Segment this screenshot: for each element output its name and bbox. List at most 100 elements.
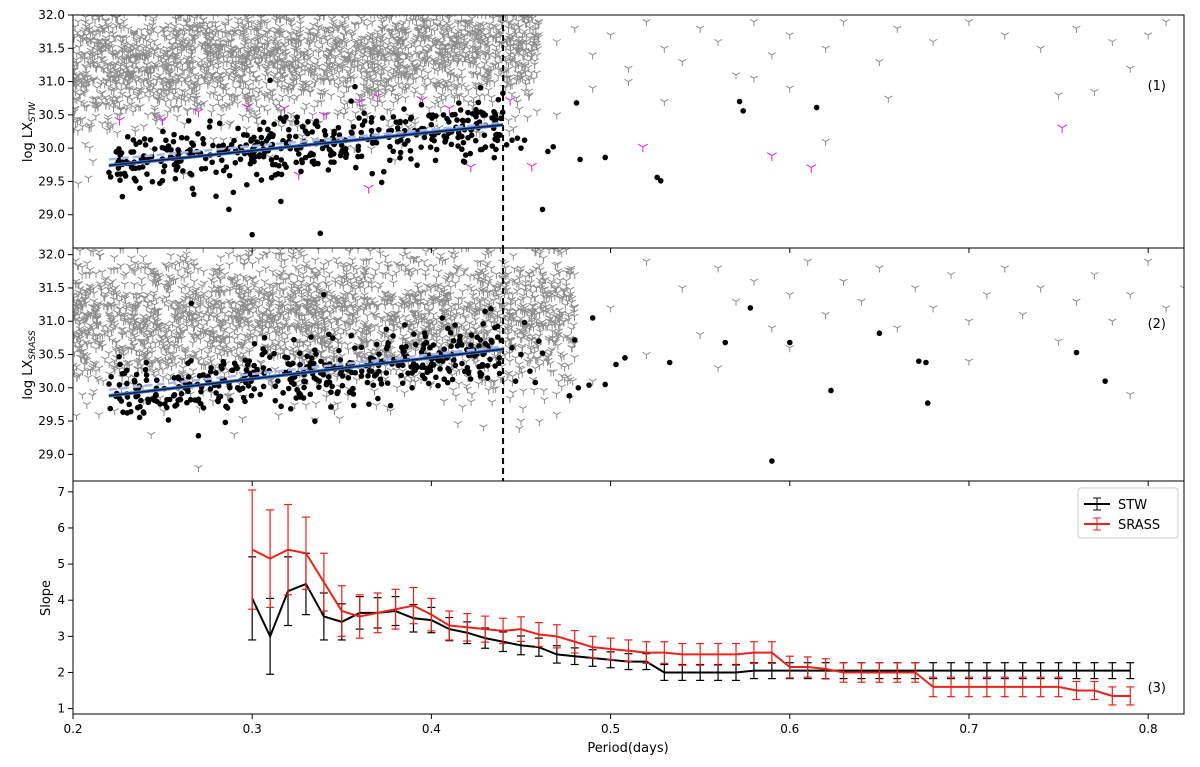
upper-limit-point <box>389 100 398 108</box>
upper-limit-point <box>490 79 499 87</box>
upper-limit-point <box>335 75 344 83</box>
upper-limit-point <box>258 298 267 306</box>
upper-limit-point <box>393 0 401 1</box>
upper-limit-point <box>481 15 483 19</box>
upper-limit-point <box>384 36 394 44</box>
detection-point <box>231 137 237 144</box>
upper-limit-point <box>246 109 256 118</box>
upper-limit-point <box>199 100 209 108</box>
upper-limit-point <box>505 51 515 60</box>
upper-limit-point <box>713 38 723 47</box>
upper-limit-point <box>514 35 523 43</box>
upper-limit-point <box>91 270 101 279</box>
upper-limit-point <box>567 326 576 334</box>
upper-limit-point <box>439 27 448 36</box>
upper-limit-point <box>313 17 322 25</box>
upper-limit-point <box>376 15 378 17</box>
upper-limit-point <box>393 96 402 105</box>
upper-limit-point <box>390 176 398 183</box>
upper-limit-point <box>518 31 527 39</box>
upper-limit-point <box>547 346 556 355</box>
upper-limit-point <box>359 76 369 84</box>
upper-limit-point <box>204 312 213 321</box>
upper-limit-point <box>335 1 343 8</box>
upper-limit-point <box>173 27 183 36</box>
upper-limit-point <box>394 57 403 66</box>
upper-limit-point <box>509 125 518 133</box>
detection-point <box>550 144 557 150</box>
upper-limit-point <box>362 70 371 78</box>
upper-limit-point <box>116 263 126 271</box>
detection-point <box>144 171 150 177</box>
upper-limit-point <box>518 405 528 413</box>
upper-limit-point <box>392 270 401 278</box>
upper-limit-point <box>372 4 380 11</box>
upper-limit-point <box>105 125 114 133</box>
detection-point <box>350 123 357 130</box>
outlier-limit-point <box>372 93 383 102</box>
y-tick-label: 32.0 <box>38 8 65 22</box>
upper-limit-point <box>93 25 103 33</box>
upper-limit-point <box>466 29 475 38</box>
detection-point <box>459 117 466 124</box>
upper-limit-point <box>86 124 96 132</box>
upper-limit-point <box>81 141 90 149</box>
detection-point <box>433 146 440 153</box>
upper-limit-point <box>199 15 201 19</box>
upper-limit-point <box>260 278 269 287</box>
upper-limit-point <box>462 3 470 10</box>
detection-point <box>257 126 263 133</box>
upper-limit-point <box>398 15 400 17</box>
upper-limit-point <box>196 62 206 71</box>
detection-point <box>361 110 368 116</box>
detection-point <box>386 157 393 164</box>
upper-limit-point <box>187 51 196 59</box>
upper-limit-point <box>212 0 220 4</box>
detection-point <box>173 167 180 173</box>
upper-limit-point <box>313 2 321 9</box>
upper-limit-point <box>371 104 380 112</box>
detection-point <box>232 159 239 166</box>
upper-limit-point <box>479 22 488 30</box>
upper-limit-point <box>821 45 830 53</box>
upper-limit-point <box>200 70 210 79</box>
detection-point <box>359 122 366 128</box>
upper-limit-point <box>255 86 264 94</box>
upper-limit-point <box>339 111 348 119</box>
upper-limit-point <box>442 78 451 86</box>
upper-limit-point <box>398 221 406 228</box>
upper-limit-point <box>447 36 457 44</box>
upper-limit-point <box>588 85 597 93</box>
detection-point <box>258 177 265 183</box>
detection-point <box>311 161 317 167</box>
upper-limit-point <box>217 15 219 18</box>
detection-point <box>369 170 376 177</box>
upper-limit-point <box>241 224 249 231</box>
upper-limit-point <box>352 275 361 283</box>
upper-limit-point <box>73 66 79 75</box>
upper-limit-point <box>482 79 491 87</box>
detection-point <box>226 206 232 213</box>
upper-limit-point <box>485 15 487 20</box>
upper-limit-point <box>297 88 306 96</box>
upper-limit-point <box>268 248 270 251</box>
upper-limit-point <box>140 50 149 58</box>
upper-limit-point <box>98 236 106 243</box>
upper-limit-point <box>73 19 83 27</box>
upper-limit-point <box>98 269 107 277</box>
upper-limit-point <box>160 282 169 290</box>
upper-limit-point <box>316 15 318 16</box>
upper-limit-point <box>392 22 401 30</box>
upper-limit-point <box>261 265 270 274</box>
upper-limit-point <box>338 19 347 28</box>
upper-limit-point <box>173 114 182 122</box>
upper-limit-point <box>552 112 561 120</box>
detection-point <box>171 131 177 138</box>
upper-limit-point <box>227 229 235 236</box>
upper-limit-point <box>254 256 264 264</box>
detection-point <box>654 174 660 181</box>
upper-limit-point <box>139 36 148 44</box>
upper-limit-point <box>400 0 408 6</box>
upper-limit-point <box>164 22 173 30</box>
upper-limit-point <box>1054 92 1063 100</box>
